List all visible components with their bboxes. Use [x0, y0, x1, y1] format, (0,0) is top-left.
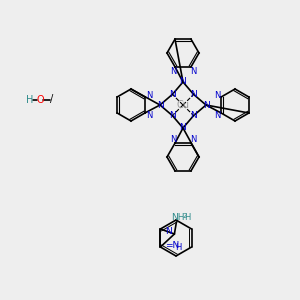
Text: O: O [36, 95, 44, 105]
Text: 2: 2 [182, 213, 187, 219]
Text: /: / [50, 94, 54, 104]
Text: N: N [190, 134, 196, 143]
Text: N: N [180, 124, 186, 133]
Text: H: H [175, 243, 182, 252]
Text: N: N [146, 91, 152, 100]
Text: H: H [26, 95, 34, 105]
Text: N: N [157, 100, 164, 109]
Text: =N: =N [165, 241, 180, 250]
Text: N: N [170, 134, 176, 143]
Text: N: N [169, 111, 176, 120]
Text: NH: NH [171, 212, 184, 221]
Text: H: H [184, 212, 190, 221]
Text: N: N [190, 90, 197, 99]
Text: N: N [170, 67, 176, 76]
Text: N: N [169, 90, 176, 99]
Text: N: N [180, 77, 186, 86]
Text: N: N [202, 100, 209, 109]
Text: N: N [214, 110, 220, 119]
Text: N: N [146, 110, 152, 119]
Text: N: N [190, 111, 197, 120]
Text: N: N [165, 226, 172, 236]
Text: N: N [190, 67, 196, 76]
Text: N: N [214, 91, 220, 100]
Text: Cu: Cu [176, 100, 190, 110]
